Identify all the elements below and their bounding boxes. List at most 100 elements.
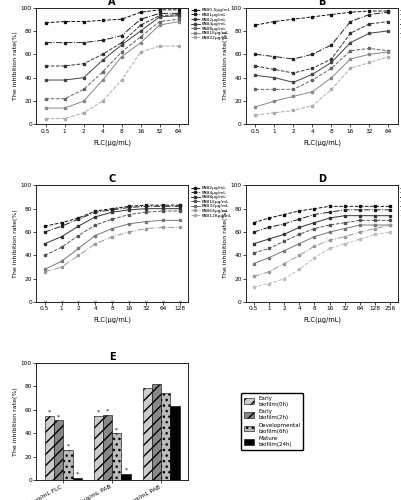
PAB4μg/mL <box>281 212 286 218</box>
Title: A: A <box>108 0 115 6</box>
PAB0.5μg/mL <box>385 8 390 14</box>
PAB0.5μg/mL <box>119 16 124 22</box>
PAB4μg/mL <box>59 223 64 229</box>
PAB4μg/mL <box>290 80 295 86</box>
PAB8μg/mL <box>356 207 361 213</box>
Line: PAB1μg/mL: PAB1μg/mL <box>253 11 389 60</box>
PAB128μg/mL <box>109 299 114 305</box>
X-axis label: FLC(μg/mL): FLC(μg/mL) <box>302 139 340 145</box>
PAB2μg/mL <box>109 206 114 212</box>
PAB2μg/mL <box>252 63 257 69</box>
PAB128μg/mL <box>93 299 97 305</box>
PAB16μg/mL <box>76 232 81 238</box>
PAB1μg/mL <box>290 56 295 62</box>
PAB1μg/mL <box>385 9 390 15</box>
Legend: PAB4μg/mL, PAB8μg/mL, PAB16μg/mL, PAB32μg/mL, PAB64μg/mL, PAB128μg/mL, PAB256μg/: PAB4μg/mL, PAB8μg/mL, PAB16μg/mL, PAB32μ… <box>399 186 401 218</box>
PAB8μg/mL <box>138 34 143 40</box>
PAB1μg/mL <box>347 18 352 24</box>
PAB8μg/mL <box>81 86 86 92</box>
PAB8μg/mL <box>252 86 257 92</box>
PAB1μg/mL <box>309 52 314 58</box>
Bar <box>54 420 63 480</box>
PAB128μg/mL <box>126 299 131 305</box>
PAB1μg/mL <box>328 42 333 48</box>
Line: PAB4μg/mL: PAB4μg/mL <box>44 14 180 82</box>
PAB4μg/mL <box>138 28 143 34</box>
PAB2μg/mL <box>385 18 390 24</box>
PAB128μg/mL <box>76 299 81 305</box>
Line: PAB32μg/mL: PAB32μg/mL <box>251 219 391 254</box>
PAB16μg/mL <box>109 216 114 222</box>
PAB64μg/mL <box>177 224 182 230</box>
PAB32μg/mL <box>138 49 143 55</box>
PAB32μg/mL <box>281 238 286 244</box>
PAB1μg/mL <box>81 40 86 46</box>
PAB0.5μg/mL <box>366 8 371 14</box>
PAB4μg/mL <box>177 204 182 210</box>
PAB32μg/mL <box>356 218 361 224</box>
PAB2μg/mL <box>177 202 182 208</box>
Text: *: * <box>124 468 127 473</box>
PAB64μg/mL <box>342 226 346 232</box>
Bar <box>63 450 72 480</box>
PAB32μg/mL <box>62 116 67 121</box>
PAB32μg/mL <box>385 54 390 60</box>
PAB4μg/mL <box>81 74 86 80</box>
PAB8μg/mL <box>271 86 276 92</box>
PAB8μg/mL <box>309 77 314 83</box>
PAB128μg/mL <box>356 229 361 235</box>
PAB16μg/mL <box>281 232 286 237</box>
PAB16μg/mL <box>100 77 105 83</box>
PAB256μg/mL <box>356 236 361 242</box>
Line: PAB8μg/mL: PAB8μg/mL <box>251 208 391 234</box>
PAB128μg/mL <box>281 260 286 266</box>
PAB8μg/mL <box>387 207 392 213</box>
PAB8μg/mL <box>143 206 148 212</box>
PAB2μg/mL <box>42 223 47 229</box>
PAB4μg/mL <box>385 28 390 34</box>
PAB0.5μg/mL <box>328 12 333 18</box>
PAB16μg/mL <box>81 98 86 104</box>
Line: PAB64μg/mL: PAB64μg/mL <box>251 224 391 265</box>
PAB16μg/mL <box>311 220 316 226</box>
PAB256μg/mL <box>266 280 271 286</box>
PAB1μg/mL <box>43 40 48 46</box>
PAB4μg/mL <box>342 204 346 210</box>
Line: PAB0.5μg/mL: PAB0.5μg/mL <box>253 10 389 26</box>
PAB128μg/mL <box>311 243 316 249</box>
Line: PAB8μg/mL: PAB8μg/mL <box>44 18 180 100</box>
PAB2μg/mL <box>126 204 131 210</box>
PAB64μg/mL <box>311 234 316 239</box>
PAB4μg/mL <box>387 204 392 210</box>
PAB32μg/mL <box>126 221 131 227</box>
Bar <box>161 394 170 480</box>
PAB4μg/mL <box>126 204 131 210</box>
PAB32μg/mL <box>160 218 165 224</box>
PAB32μg/mL <box>271 110 276 116</box>
PAB2μg/mL <box>59 220 64 226</box>
PAB8μg/mL <box>385 48 390 54</box>
PAB2μg/mL <box>176 12 181 18</box>
PAB128μg/mL <box>372 226 377 232</box>
Legend: PAB0.5μg/mL, PAB1μg/mL, PAB2μg/mL, PAB4μg/mL, PAB8μg/mL, PAB16μg/mL, PAB32μg/mL: PAB0.5μg/mL, PAB1μg/mL, PAB2μg/mL, PAB4μ… <box>399 8 401 40</box>
PAB32μg/mL <box>309 102 314 108</box>
PAB8μg/mL <box>328 66 333 71</box>
PAB16μg/mL <box>176 18 181 24</box>
Bar <box>93 416 103 480</box>
PAB8μg/mL <box>100 69 105 75</box>
Bar <box>72 478 81 480</box>
PAB4μg/mL <box>143 204 148 210</box>
PAB0.5μg/mL <box>81 18 86 24</box>
Legend: PAB0.5μg/mL, PAB1μg/mL, PAB2μg/mL, PAB4μg/mL, PAB8μg/mL, PAB16μg/mL, PAB32μg/mL: PAB0.5μg/mL, PAB1μg/mL, PAB2μg/mL, PAB4μ… <box>189 8 231 40</box>
PAB256μg/mL <box>311 255 316 261</box>
PAB4μg/mL <box>326 204 331 210</box>
PAB4μg/mL <box>42 229 47 235</box>
PAB2μg/mL <box>309 66 314 71</box>
Text: *: * <box>97 410 100 414</box>
PAB4μg/mL <box>356 204 361 210</box>
Bar <box>170 406 179 480</box>
X-axis label: FLC(μg/mL): FLC(μg/mL) <box>93 317 131 324</box>
PAB0.5μg/mL <box>347 9 352 15</box>
PAB64μg/mL <box>76 252 81 258</box>
PAB8μg/mL <box>42 241 47 247</box>
